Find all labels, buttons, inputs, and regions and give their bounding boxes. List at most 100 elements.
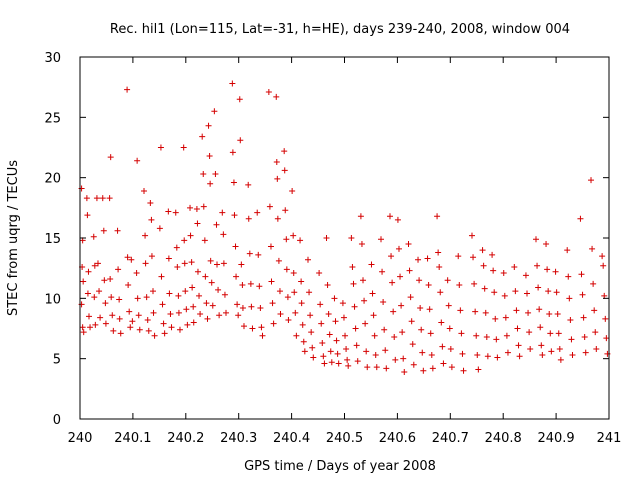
data-point: [199, 133, 206, 140]
data-point: [535, 284, 542, 291]
data-point: [168, 324, 175, 331]
data-point: [165, 255, 172, 262]
data-point: [267, 243, 274, 250]
data-point: [339, 300, 346, 307]
data-point: [108, 294, 115, 301]
data-point: [236, 96, 243, 103]
data-point: [161, 330, 168, 337]
data-point: [372, 352, 379, 359]
data-point: [424, 255, 431, 262]
data-point: [458, 330, 465, 337]
data-point: [110, 327, 117, 334]
data-point: [326, 331, 333, 338]
data-point: [602, 315, 609, 322]
data-point: [99, 195, 106, 202]
data-point: [515, 342, 522, 349]
data-point: [397, 273, 404, 280]
data-point: [593, 346, 600, 353]
data-point: [184, 321, 191, 328]
data-point: [181, 260, 188, 267]
data-point: [194, 220, 201, 227]
data-point: [107, 276, 114, 283]
data-point: [552, 268, 559, 275]
data-point: [308, 329, 315, 336]
data-point: [446, 325, 453, 332]
data-point: [214, 261, 221, 268]
data-point: [93, 195, 100, 202]
data-point: [245, 181, 252, 188]
data-point: [232, 243, 239, 250]
data-point: [197, 311, 204, 318]
data-point: [420, 367, 427, 374]
data-point: [304, 256, 311, 263]
data-point: [85, 313, 92, 320]
data-point: [428, 352, 435, 359]
data-point: [187, 204, 194, 211]
data-point: [84, 212, 91, 219]
data-point: [370, 312, 377, 319]
data-point: [150, 288, 157, 295]
y-tick-label: 15: [44, 232, 61, 247]
data-point: [180, 144, 187, 151]
data-point: [364, 364, 371, 371]
data-point: [208, 279, 215, 286]
data-point: [235, 312, 242, 319]
data-point: [501, 292, 508, 299]
data-point: [80, 278, 87, 285]
data-point: [539, 352, 546, 359]
data-point: [588, 177, 595, 184]
data-point: [456, 282, 463, 289]
data-point: [248, 303, 255, 310]
data-point: [333, 337, 340, 344]
x-tick-label: 240: [68, 431, 93, 446]
data-point: [114, 227, 121, 234]
data-point: [524, 290, 531, 297]
data-point: [238, 261, 245, 268]
data-point: [129, 318, 136, 325]
data-point: [148, 216, 155, 223]
data-point: [532, 236, 539, 243]
data-point: [409, 341, 416, 348]
data-point: [538, 342, 545, 349]
x-tick-label: 240.1: [114, 431, 151, 446]
data-point: [196, 292, 203, 299]
data-point: [124, 86, 131, 93]
data-point: [182, 288, 189, 295]
data-point: [440, 360, 447, 367]
data-point: [306, 289, 313, 296]
data-point: [426, 306, 433, 313]
data-point: [106, 195, 113, 202]
data-point: [345, 362, 352, 369]
data-point: [516, 353, 523, 360]
data-point: [269, 300, 276, 307]
data-point: [128, 256, 135, 263]
data-point: [581, 333, 588, 340]
data-point: [256, 283, 263, 290]
data-point: [406, 267, 413, 274]
data-point: [568, 336, 575, 343]
data-point: [369, 290, 376, 297]
data-point: [205, 122, 212, 129]
data-point: [190, 303, 197, 310]
data-point: [475, 366, 482, 373]
data-point: [429, 365, 436, 372]
data-point: [388, 253, 395, 260]
data-point: [447, 346, 454, 353]
data-point: [350, 280, 357, 287]
data-point: [101, 277, 108, 284]
data-point: [151, 332, 158, 339]
data-point: [567, 317, 574, 324]
data-point: [395, 245, 402, 252]
data-point: [357, 213, 364, 220]
data-point: [207, 180, 214, 187]
data-point: [165, 208, 172, 215]
data-point: [290, 232, 297, 239]
data-point: [150, 309, 157, 316]
data-point: [514, 325, 521, 332]
data-point: [92, 321, 99, 328]
axes: 240 240.1 240.2 240.3 240.4 240.5 240.6 240.7 24…: [44, 51, 621, 446]
data-point: [284, 294, 291, 301]
data-point: [90, 233, 97, 240]
data-point: [200, 171, 207, 178]
data-point: [259, 332, 266, 339]
